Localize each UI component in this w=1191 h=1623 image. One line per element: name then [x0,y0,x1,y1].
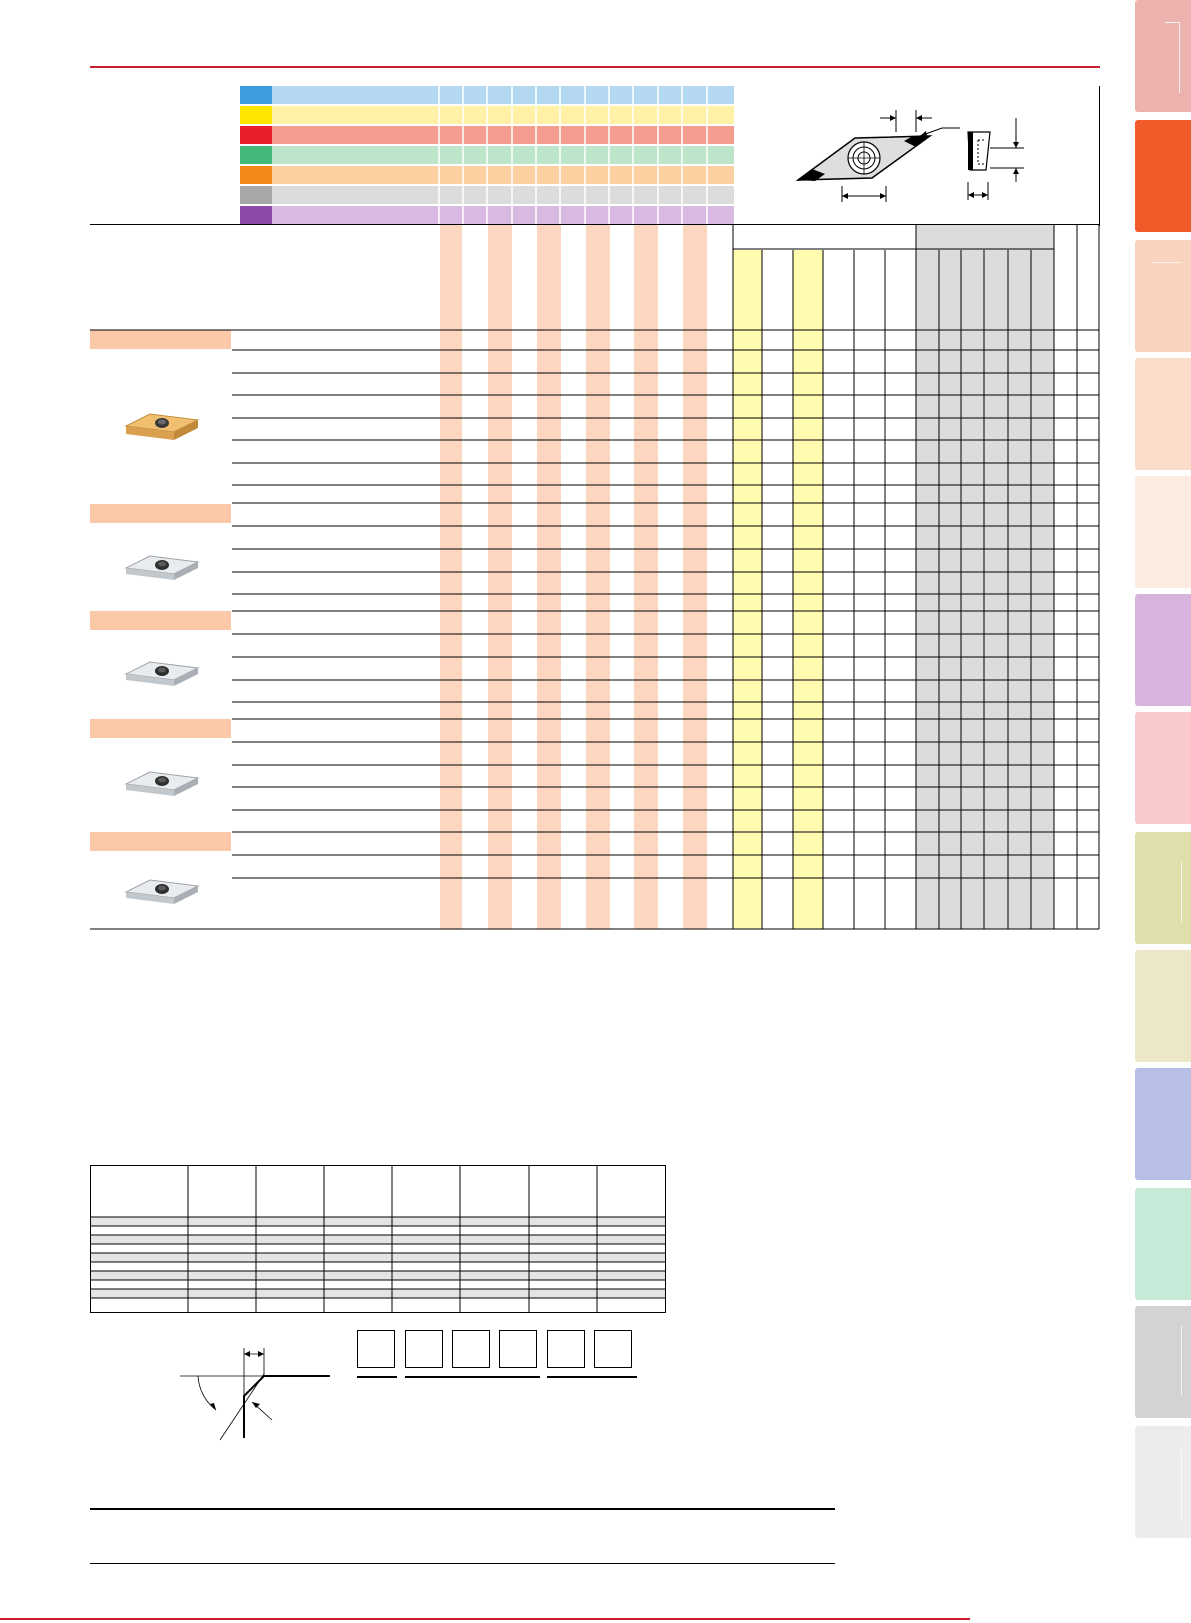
iso-swatch-p [240,86,272,104]
index-tab-2[interactable] [1135,120,1191,232]
index-tab-12[interactable] [1135,1306,1191,1418]
iso-band-h [272,186,734,204]
code-underline-1 [357,1376,397,1378]
yellow-stripe-1 [733,250,762,929]
iso-band-p [272,86,734,104]
code-box-5 [547,1330,585,1368]
iso-swatch-s [240,166,272,184]
code-box-6 [594,1330,632,1368]
insert-silver-icon [124,879,200,904]
iso-swatch-h [240,186,272,204]
chamfer-spec-table [90,1165,666,1313]
table-top-rule [90,224,1100,225]
index-tab-4[interactable] [1135,358,1191,470]
iso-swatch-o [240,206,272,224]
index-tab-1[interactable] [1135,0,1191,112]
index-tab-6[interactable] [1135,594,1191,706]
insert-dimension-diagram [795,110,1024,202]
iso-legend-dividers [438,86,708,224]
category-bar-4 [90,719,231,738]
iso-band-o [272,206,734,224]
iso-band-m [272,106,734,124]
index-tab-10[interactable] [1135,1068,1191,1180]
index-tab-5[interactable] [1135,476,1191,588]
category-bar-2 [90,504,231,523]
iso-band-k [272,126,734,144]
iso-band-n [272,146,734,164]
iso-swatch-m [240,106,272,124]
corner-chamfer-diagram [180,1348,330,1441]
insert-gold-icon [124,413,200,440]
index-tab-3[interactable] [1135,240,1191,352]
index-tab-13[interactable] [1135,1426,1191,1538]
index-tab-9[interactable] [1135,950,1191,1062]
category-bar-1 [90,330,231,349]
index-tab-11[interactable] [1135,1188,1191,1300]
code-box-4 [499,1330,537,1368]
category-bar-5 [90,832,231,851]
yellow-stripe-2 [793,250,823,929]
footer-rule [0,1618,970,1620]
index-tab-7[interactable] [1135,712,1191,824]
code-box-2 [405,1330,443,1368]
header-right-border [1099,86,1100,226]
code-box-3 [452,1330,490,1368]
iso-swatch-k [240,126,272,144]
insert-silver-icon [124,555,200,580]
code-underline-3 [547,1376,637,1378]
category-bar-3 [90,611,231,630]
insert-silver-icon [124,771,200,796]
index-tab-8[interactable] [1135,832,1191,944]
iso-swatch-n [240,146,272,164]
insert-silver-icon [124,661,200,686]
note-top-rule [90,1508,835,1510]
code-underline-2 [405,1376,540,1378]
grade-table-grid [90,225,1100,930]
header-rule [90,66,1100,68]
note-bottom-rule [90,1563,835,1564]
code-box-1 [357,1330,395,1368]
iso-band-s [272,166,734,184]
